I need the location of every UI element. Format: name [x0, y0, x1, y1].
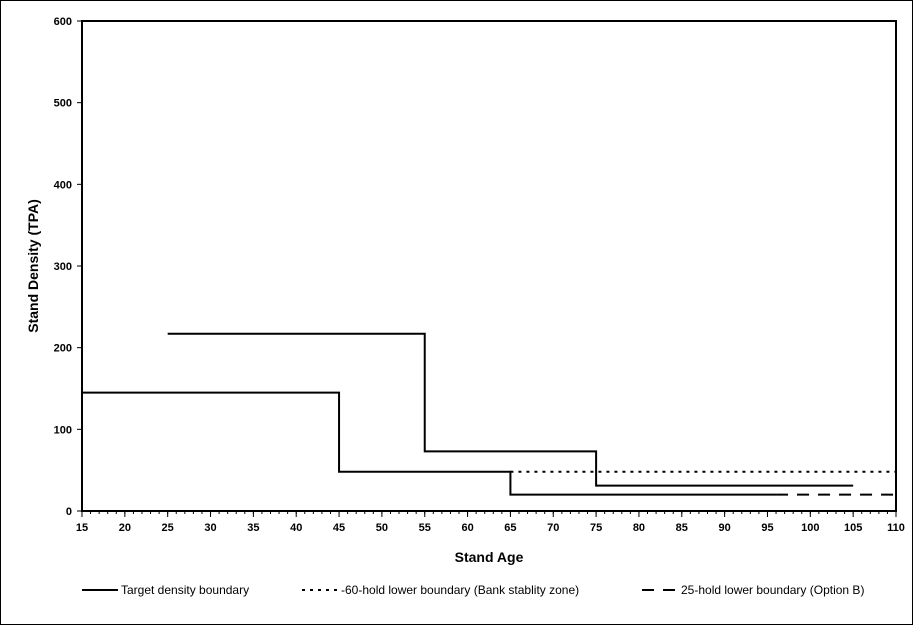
x-tick-label: 40 — [290, 522, 302, 534]
x-tick-label: 20 — [119, 522, 131, 534]
x-tick-label: 85 — [676, 522, 688, 534]
x-tick-label: 25 — [162, 522, 174, 534]
y-tick-label: 600 — [54, 16, 72, 28]
x-tick-label: 55 — [419, 522, 431, 534]
x-tick-label: 75 — [590, 522, 602, 534]
y-tick-label: 300 — [54, 261, 72, 273]
y-tick-label: 400 — [54, 179, 72, 191]
y-axis-title: Stand Density (TPA) — [25, 199, 41, 333]
series-line-2 — [167, 332, 854, 487]
x-tick-label: 45 — [333, 522, 345, 534]
legend-label-2: -60-hold lower boundary (Bank stablity z… — [341, 583, 579, 597]
x-axis-title: Stand Age — [455, 549, 524, 565]
legend-label-1: Target density boundary — [121, 583, 249, 597]
y-tick-label: 200 — [54, 343, 72, 355]
x-tick-label: 110 — [887, 522, 905, 534]
x-tick-label: 90 — [719, 522, 731, 534]
x-tick-label: 50 — [376, 522, 388, 534]
y-tick-label: 0 — [66, 506, 72, 518]
x-tick-label: 95 — [761, 522, 773, 534]
tick-label-layer: 15 20 25 30 35 40 45 50 55 60 65 70 75 80 85 90 95 100 105… — [54, 16, 905, 534]
legend-label-3: 25-hold lower boundary (Option B) — [681, 583, 864, 597]
legend: Target density boundary -60-hold lower bo… — [82, 583, 864, 597]
x-tick-label: 80 — [633, 522, 645, 534]
plot-area — [81, 20, 897, 512]
x-tick-label: 70 — [547, 522, 559, 534]
x-tick-label: 65 — [504, 522, 516, 534]
y-tick-label: 100 — [54, 424, 72, 436]
x-tick-label: 30 — [204, 522, 216, 534]
x-tick-label: 35 — [247, 522, 259, 534]
x-tick-label: 100 — [801, 522, 819, 534]
x-tick-label: 60 — [461, 522, 473, 534]
tick-layer — [77, 20, 897, 517]
y-tick-label: 500 — [54, 98, 72, 110]
series-line-1 — [82, 391, 777, 496]
series-layer — [82, 332, 896, 496]
x-tick-label: 15 — [76, 522, 88, 534]
x-tick-label: 105 — [844, 522, 862, 534]
